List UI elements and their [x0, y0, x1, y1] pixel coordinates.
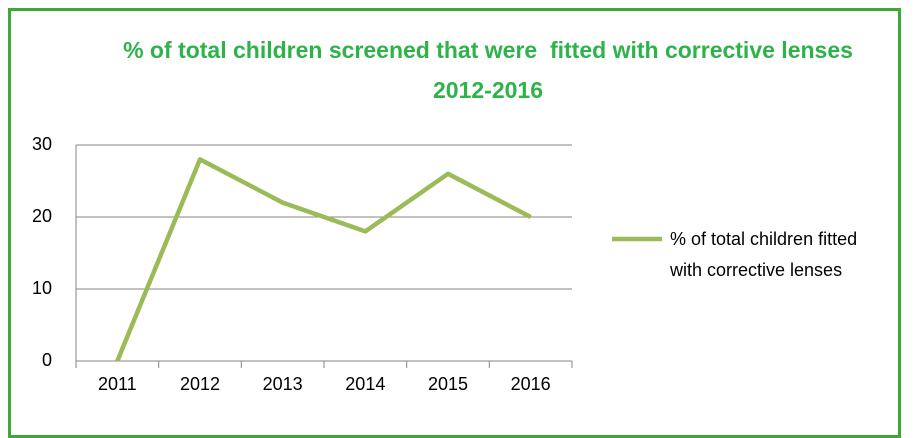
x-tick-label: 2015: [428, 374, 468, 394]
x-tick-label: 2013: [263, 374, 303, 394]
x-tick-label: 2014: [345, 374, 385, 394]
chart-title: % of total children screened that were f…: [123, 37, 860, 103]
series-line: [115, 157, 532, 362]
legend-label: % of total children fitted with correcti…: [670, 229, 858, 280]
y-tick-label: 20: [32, 206, 52, 226]
page: 0 10 20 30 2011 2012 2013 2014 2015 2016 % of tot…: [8, 8, 901, 438]
x-tick-label: 2012: [180, 374, 220, 394]
x-tick-label: 2011: [98, 374, 137, 394]
chart: 0 10 20 30 2011 2012 2013 2014 2015 2016: [32, 134, 662, 394]
y-tick-label: 10: [32, 278, 52, 298]
y-tick-label: 0: [42, 350, 52, 370]
y-tick-label: 30: [32, 134, 52, 154]
x-tick-label: 2016: [511, 374, 551, 394]
